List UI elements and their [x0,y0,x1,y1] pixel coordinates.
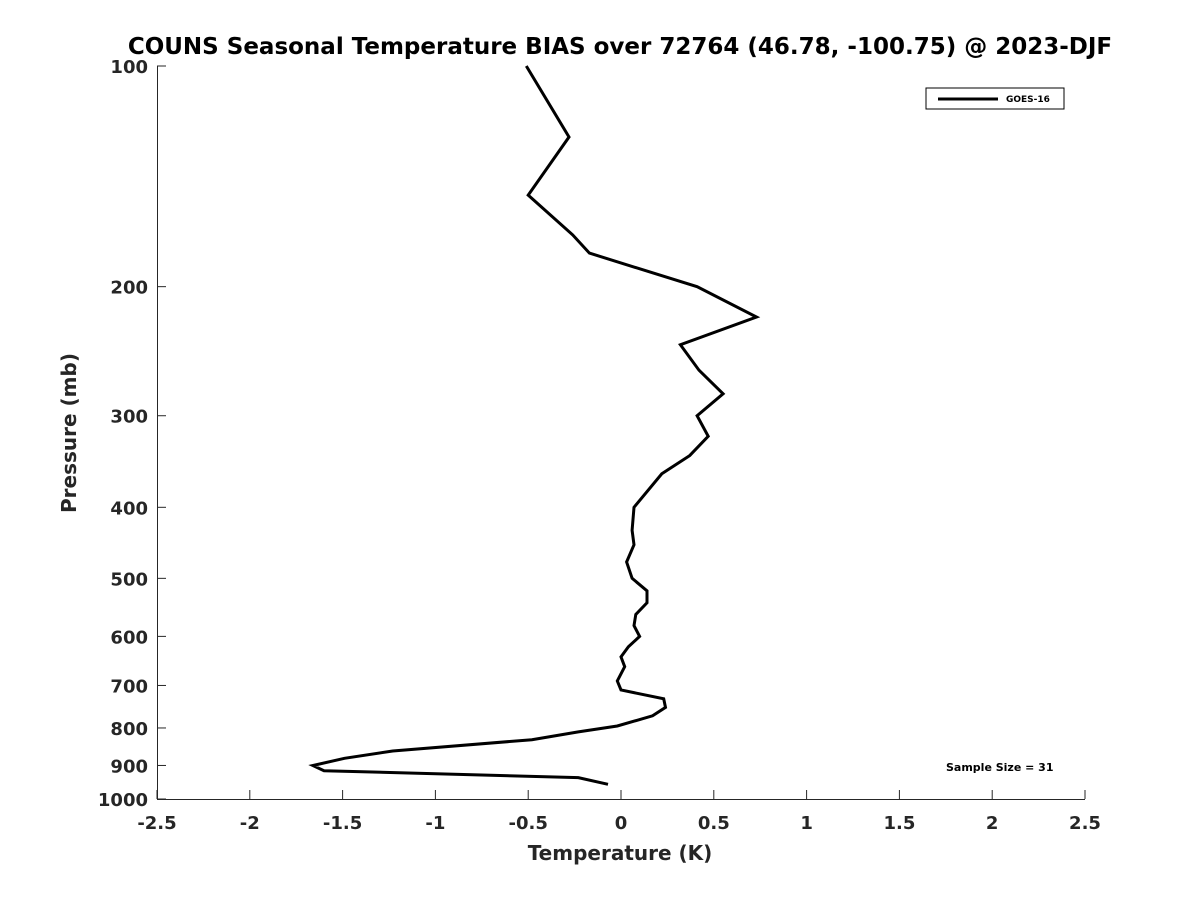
series-line-goes16 [308,65,761,786]
x-axis-ticks: -2.5 -2 -1.5 -1 -0.5 0 0.5 1 1.5 2 2.5 [137,790,1101,834]
y-tick-label: 700 [110,676,148,697]
x-axis-label: Temperature (K) [528,841,713,865]
y-tick-label: 1000 [98,790,148,811]
legend-label: GOES-16 [1006,95,1050,105]
x-tick-label: 1.5 [883,813,915,834]
x-tick-label: -1.5 [323,813,362,834]
x-tick-label: 2 [986,813,999,834]
legend: GOES-16 [925,87,1065,110]
y-axis-ticks: 100 200 300 400 500 600 700 800 900 1000 [98,57,166,811]
x-tick-label: 0 [615,813,628,834]
chart-title: COUNS Seasonal Temperature BIAS over 727… [128,34,1112,60]
x-tick-label: -0.5 [509,813,548,834]
y-tick-label: 900 [110,756,148,777]
y-axis-label: Pressure (mb) [57,353,81,513]
y-tick-label: 500 [110,569,148,590]
sample-size-annotation: Sample Size = 31 [946,761,1053,774]
y-tick-label: 800 [110,719,148,740]
x-tick-label: 0.5 [698,813,730,834]
x-tick-label: -1 [425,813,445,834]
x-tick-label: 1 [800,813,813,834]
y-tick-label: 600 [110,627,148,648]
y-tick-label: 200 [110,278,148,299]
x-tick-label: -2.5 [137,813,176,834]
x-tick-label: 2.5 [1069,813,1101,834]
y-tick-label: 400 [110,498,148,519]
y-tick-label: 100 [110,57,148,78]
y-tick-label: 300 [110,407,148,428]
x-tick-label: -2 [240,813,260,834]
